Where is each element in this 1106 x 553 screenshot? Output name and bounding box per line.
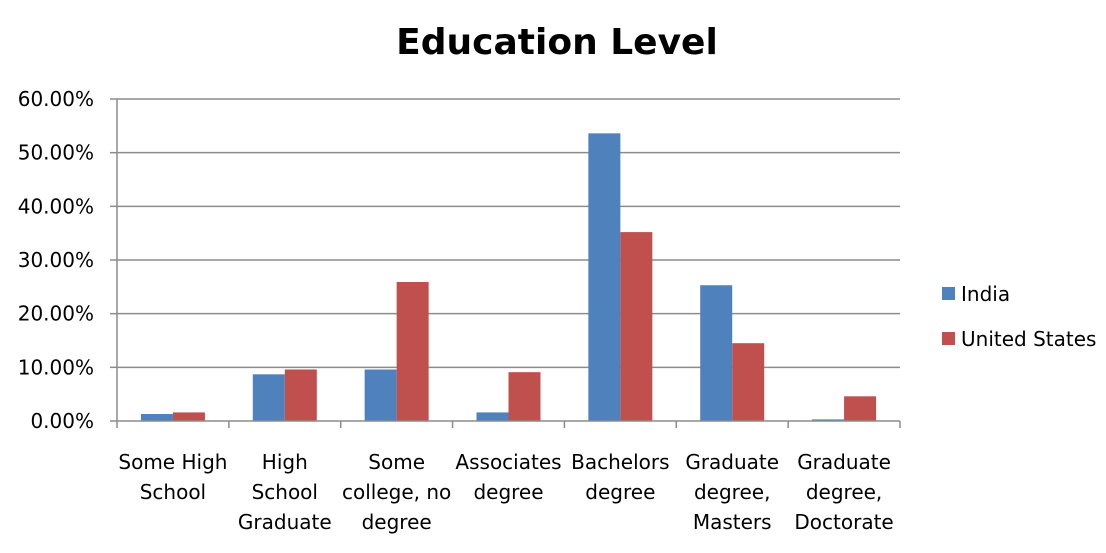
bar-united-states [620, 232, 653, 421]
bar-india [140, 414, 173, 421]
bar-india [700, 285, 733, 421]
y-tick-label: 0.00% [30, 409, 94, 433]
bar-india [364, 369, 397, 421]
bar-india [588, 133, 621, 421]
y-tick-label: 40.00% [18, 194, 94, 218]
bar-united-states [284, 369, 317, 421]
y-tick-label: 20.00% [18, 302, 94, 326]
y-tick-label: 30.00% [18, 248, 94, 272]
legend: India United States [942, 282, 1096, 351]
bar-india [252, 374, 285, 421]
bars [140, 133, 877, 421]
bar-united-states [396, 282, 429, 421]
gridlines [117, 98, 900, 369]
legend-label: India [961, 282, 1010, 306]
bar-united-states [844, 396, 877, 421]
bar-united-states [508, 372, 541, 421]
legend-swatch [942, 287, 955, 300]
bar-india [812, 419, 845, 421]
axes [116, 99, 901, 428]
bar-india [476, 412, 509, 421]
y-tick-label: 50.00% [18, 141, 94, 165]
y-tick-label: 10.00% [18, 355, 94, 379]
x-category-label: Graduate degree, Masters [685, 450, 779, 534]
x-category-label: Some college, no degree [342, 450, 451, 534]
bar-united-states [732, 343, 765, 421]
legend-swatch [942, 332, 955, 345]
y-tick-label: 60.00% [18, 87, 94, 111]
x-category-label: Bachelors degree [571, 450, 669, 504]
bar-united-states [172, 412, 205, 421]
x-category-label: Associates degree [455, 450, 561, 504]
chart-title: Education Level [396, 22, 718, 63]
x-category-label: High School Graduate [238, 450, 332, 534]
legend-label: United States [961, 327, 1096, 351]
x-category-label: Some High School [118, 450, 227, 504]
x-category-label: Graduate degree, Doctorate [794, 450, 893, 534]
y-axis-ticks: 0.00% 10.00% 20.00% 30.00% 40.00% 50.00% 60.00… [18, 87, 117, 433]
